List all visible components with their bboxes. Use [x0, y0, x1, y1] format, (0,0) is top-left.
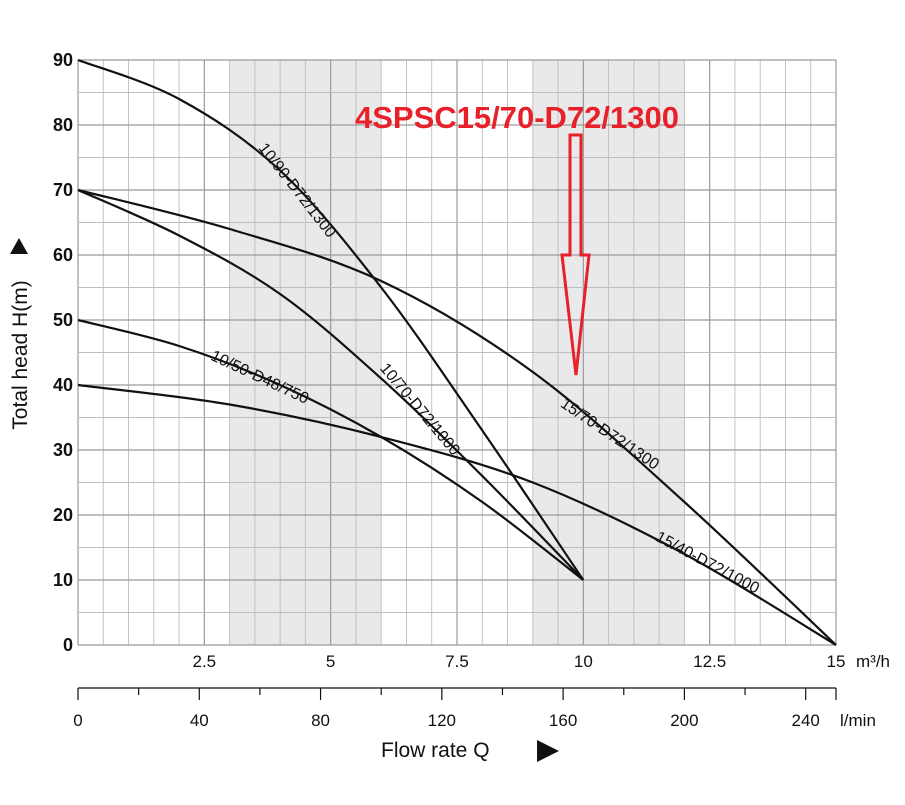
secondary-axis: 0 40 80 120 160 200 240	[73, 687, 837, 730]
x-tick-label-m3h: 15	[827, 652, 846, 671]
y-tick-label: 20	[53, 505, 73, 525]
grid-lines	[77, 59, 837, 646]
highlight-model-label: 4SPSC15/70-D72/1300	[355, 100, 679, 135]
x-tick-label-lmin: 0	[73, 711, 82, 730]
x-axis-label: Flow rate Q	[381, 739, 490, 762]
x-unit-secondary: l/min	[840, 711, 876, 730]
x-tick-label-lmin: 120	[428, 711, 456, 730]
y-tick-label: 70	[53, 180, 73, 200]
y-tick-label: 10	[53, 570, 73, 590]
highlight-down-arrow-icon	[560, 133, 591, 376]
x-tick-label-lmin: 80	[311, 711, 330, 730]
y-tick-label: 50	[53, 310, 73, 330]
x-tick-label-lmin: 200	[670, 711, 698, 730]
x-tick-label-lmin: 160	[549, 711, 577, 730]
x-tick-label-m3h: 12.5	[693, 652, 726, 671]
y-axis-arrow-icon	[10, 238, 28, 254]
x-tick-label-m3h: 2.5	[193, 652, 217, 671]
y-tick-label: 40	[53, 375, 73, 395]
curve-10-50-d48-750	[77, 318, 584, 581]
y-tick-label: 30	[53, 440, 73, 460]
curve-15-40-d72-1000	[77, 383, 837, 646]
y-tick-label: 90	[53, 50, 73, 70]
x-tick-label-lmin: 40	[190, 711, 209, 730]
y-tick-label: 60	[53, 245, 73, 265]
y-tick-labels: 0 10 20 30 40 50 60 70 80 90	[53, 50, 73, 655]
x-tick-labels-m3h: 2.5 5 7.5 10 12.5 15	[193, 652, 846, 671]
y-tick-label: 80	[53, 115, 73, 135]
x-tick-label-lmin: 240	[791, 711, 819, 730]
x-tick-label-m3h: 7.5	[445, 652, 469, 671]
x-unit-primary: m³/h	[856, 652, 890, 671]
x-tick-label-m3h: 5	[326, 652, 335, 671]
y-tick-label: 0	[63, 635, 73, 655]
curve-10-90-d72-1300	[77, 58, 585, 581]
y-axis-label: Total head H(m)	[9, 280, 32, 429]
curve-10-70-d72-1000-label: 10/70-D72/1000	[376, 360, 463, 459]
x-axis-arrow-icon	[537, 740, 559, 762]
x-tick-label-m3h: 10	[574, 652, 593, 671]
curve-15-70-d72-1300	[77, 188, 837, 646]
curve-10-70-d72-1000	[77, 188, 585, 581]
